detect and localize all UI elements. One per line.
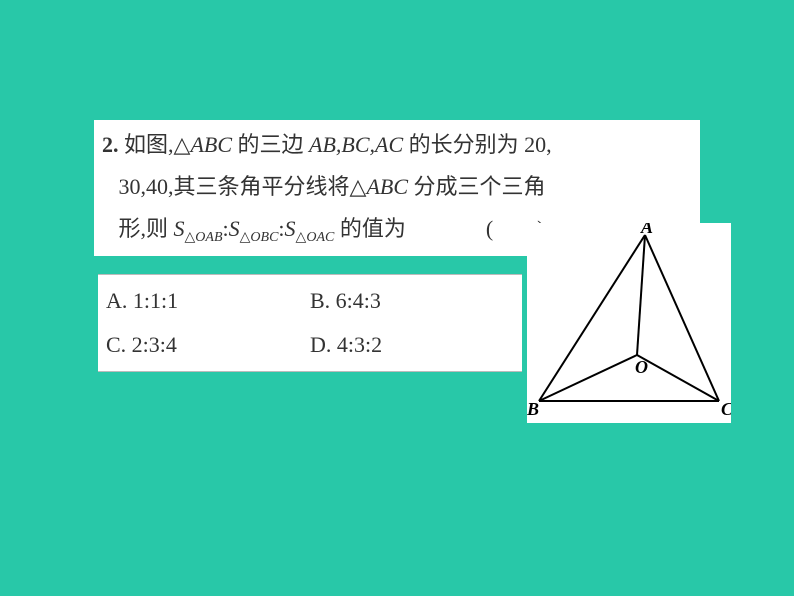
S2: S	[229, 216, 240, 241]
triangle-svg: A B C O	[527, 223, 731, 423]
sub3: △OAC	[296, 230, 335, 245]
option-a[interactable]: A. 1:1:1	[106, 279, 310, 323]
q-text-3: 的长分别为 20,	[403, 132, 552, 157]
S3: S	[285, 216, 296, 241]
abc-1: ABC	[190, 132, 232, 157]
answer-row-1: A. 1:1:1 B. 6:4:3	[106, 279, 514, 323]
triangle-figure: A B C O	[527, 223, 731, 423]
S1: S	[174, 216, 185, 241]
option-d[interactable]: D. 4:3:2	[310, 323, 514, 367]
triangle-abc-1: △	[174, 132, 191, 157]
sub2: △OBC	[240, 230, 279, 245]
svg-text:B: B	[527, 399, 539, 419]
answer-options: A. 1:1:1 B. 6:4:3 C. 2:3:4 D. 4:3:2	[98, 274, 522, 372]
q-text-6: 形,则	[119, 216, 174, 241]
sub1: △OAB	[185, 230, 223, 245]
svg-text:C: C	[721, 399, 731, 419]
q-text-4: 30,40,其三条角平分线将	[119, 174, 350, 199]
abc-2: ABC	[366, 174, 408, 199]
option-c[interactable]: C. 2:3:4	[106, 323, 310, 367]
question-number: 2.	[102, 132, 119, 157]
q-text-7: 的值为	[334, 216, 406, 241]
svg-text:A: A	[640, 223, 653, 237]
triangle-abc-2: △	[350, 174, 367, 199]
q-text-5: 分成三个三角	[408, 174, 546, 199]
option-b[interactable]: B. 6:4:3	[310, 279, 514, 323]
answer-row-2: C. 2:3:4 D. 4:3:2	[106, 323, 514, 367]
sides: AB,BC,AC	[309, 132, 403, 157]
svg-text:O: O	[635, 357, 648, 377]
q-text-2: 的三边	[232, 132, 309, 157]
q-text-1: 如图,	[124, 132, 174, 157]
